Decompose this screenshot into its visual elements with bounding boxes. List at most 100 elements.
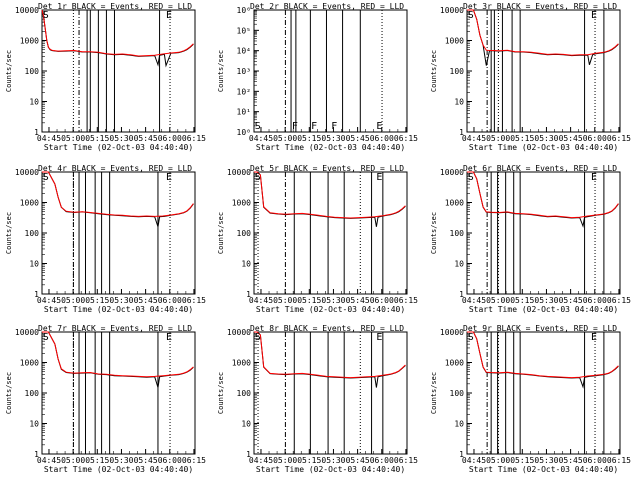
det-2r-xtick-label: 05:00 — [273, 134, 297, 143]
det-4r-ytick-label: 10 — [29, 260, 39, 269]
det-1r-ytick-label: 10000 — [15, 6, 39, 15]
det-7r-ylabel: Counts/sec — [5, 372, 13, 414]
det-6r-xtick-label: 05:00 — [486, 296, 510, 305]
det-7r-title: Det 7r BLACK = Events, RED = LLD — [38, 324, 192, 333]
det-7r-xtick-label: 05:30 — [109, 456, 133, 465]
det-3r-ytick-label: 10000 — [440, 6, 464, 15]
det-3r-ytick-label: 100 — [450, 67, 465, 76]
det-9r-xtick-label: 06:00 — [583, 456, 607, 465]
det-9r-ytick-label: 10 — [454, 420, 464, 429]
det-9r-title: Det 9r BLACK = Events, RED = LLD — [463, 324, 617, 333]
det-5r-xtick-label: 06:00 — [370, 296, 394, 305]
det-5r-xtick-label: 05:30 — [321, 296, 345, 305]
det-4r-xtick-label: 06:00 — [158, 296, 182, 305]
det-8r-ytick-label: 1 — [246, 450, 251, 459]
det-5r-marker: E — [376, 172, 382, 183]
det-4r-ytick-label: 100 — [25, 229, 40, 238]
det-3r-xtick-label: 05:45 — [559, 134, 583, 143]
det-5r-series-lld — [254, 171, 406, 219]
det-9r-xtick-label: 05:30 — [534, 456, 558, 465]
det-1r-ylabel: Counts/sec — [5, 50, 13, 92]
det-3r-marker: S — [468, 10, 474, 21]
det-8r-xtick-label: 05:30 — [321, 456, 345, 465]
det-8r-xtick-label: 05:45 — [346, 456, 370, 465]
det-5r-ytick-label: 1000 — [232, 199, 251, 208]
det-2r-ylabel: Counts/sec — [217, 50, 225, 92]
det-4r-ylabel: Counts/sec — [5, 212, 13, 254]
det-3r-title: Det 3r BLACK = Events, RED = LLD — [463, 2, 617, 11]
det-7r-ytick-label: 10 — [29, 420, 39, 429]
det-1r-xtick-label: 05:45 — [134, 134, 158, 143]
det-3r-xtick-label: 05:30 — [534, 134, 558, 143]
det-7r-ytick-label: 1 — [34, 450, 39, 459]
det-7r-marker: S — [43, 332, 49, 343]
det-2r-ytick-label: 10⁰ — [237, 128, 251, 137]
det-2r-ytick-label: 10⁴ — [237, 47, 251, 56]
det-8r-marker: S — [255, 332, 261, 343]
det-4r-panel: Det 4r BLACK = Events, RED = LLD 1 10 100 10… — [5, 164, 206, 314]
det-2r-marker: F — [331, 121, 337, 132]
det-1r-xtick-label: 05:30 — [109, 134, 133, 143]
det-3r-ytick-label: 1 — [459, 128, 464, 137]
det-6r-ytick-label: 1000 — [445, 199, 464, 208]
det-7r-marker: E — [166, 332, 172, 343]
det-5r-ytick-label: 10000 — [227, 168, 251, 177]
det-8r-ytick-label: 100 — [237, 389, 252, 398]
det-1r-series-lld — [41, 9, 194, 57]
det-2r-xtick-label: 06:15 — [394, 134, 418, 143]
det-6r-xlabel: Start Time (02-Oct-03 04:40:40) — [469, 305, 618, 314]
det-6r-xtick-label: 04:45 — [462, 296, 486, 305]
det-8r-title: Det 8r BLACK = Events, RED = LLD — [250, 324, 404, 333]
det-6r-xtick-label: 06:15 — [607, 296, 631, 305]
det-7r-panel: Det 7r BLACK = Events, RED = LLD 1 10 100 10… — [5, 324, 206, 474]
det-3r-xtick-label: 05:00 — [486, 134, 510, 143]
det-5r-xtick-label: 06:15 — [394, 296, 418, 305]
det-2r-marker: S — [255, 121, 261, 132]
det-1r-xtick-label: 05:15 — [85, 134, 109, 143]
det-8r-xtick-label: 06:00 — [370, 456, 394, 465]
det-1r-xtick-label: 05:00 — [61, 134, 85, 143]
det-7r-series-lld — [42, 331, 194, 378]
det-6r-xtick-label: 05:15 — [510, 296, 534, 305]
det-4r-ytick-label: 1000 — [20, 199, 39, 208]
det-2r-marker: F — [292, 121, 298, 132]
det-5r-panel: Det 5r BLACK = Events, RED = LLD 1 10 100 10… — [217, 164, 418, 314]
det-6r-ytick-label: 10000 — [440, 168, 464, 177]
det-9r-xtick-label: 05:45 — [559, 456, 583, 465]
det-1r-marker: S — [43, 10, 49, 21]
det-2r-panel: Det 2r BLACK = Events, RED = LLD 10⁰ 10¹ 10… — [217, 2, 418, 152]
det-4r-marker: E — [166, 172, 172, 183]
det-4r-xtick-label: 05:15 — [85, 296, 109, 305]
det-4r-series-lld — [42, 171, 194, 217]
det-7r-xtick-label: 04:45 — [37, 456, 61, 465]
det-6r-ytick-label: 10 — [454, 260, 464, 269]
det-8r-panel: Det 8r BLACK = Events, RED = LLD 1 10 100 10… — [217, 324, 418, 474]
det-9r-xtick-label: 05:15 — [510, 456, 534, 465]
det-9r-frame — [466, 331, 621, 455]
det-2r-ytick-label: 10¹ — [237, 108, 251, 117]
det-6r-panel: Det 6r BLACK = Events, RED = LLD 1 10 100 10… — [430, 164, 631, 314]
det-9r-marker: E — [591, 332, 597, 343]
det-3r-xtick-label: 06:15 — [607, 134, 631, 143]
det-2r-xtick-label: 05:45 — [346, 134, 370, 143]
det-9r-marker: S — [468, 332, 474, 343]
det-2r-xtick-label: 04:45 — [249, 134, 273, 143]
det-2r-xtick-label: 05:15 — [297, 134, 321, 143]
det-8r-ytick-label: 10000 — [227, 328, 251, 337]
det-5r-ytick-label: 100 — [237, 229, 252, 238]
det-5r-xtick-label: 05:45 — [346, 296, 370, 305]
det-4r-marker: S — [43, 172, 49, 183]
det-8r-xtick-label: 04:45 — [249, 456, 273, 465]
det-3r-frame — [466, 9, 621, 133]
det-1r-xlabel: Start Time (02-Oct-03 04:40:40) — [44, 143, 193, 152]
det-2r-title: Det 2r BLACK = Events, RED = LLD — [250, 2, 404, 11]
det-2r-xtick-label: 06:00 — [370, 134, 394, 143]
det-9r-xtick-label: 04:45 — [462, 456, 486, 465]
det-4r-xtick-label: 04:45 — [37, 296, 61, 305]
det-9r-ytick-label: 10000 — [440, 328, 464, 337]
det-5r-title: Det 5r BLACK = Events, RED = LLD — [250, 164, 404, 173]
det-9r-xtick-label: 06:15 — [607, 456, 631, 465]
det-1r-panel: Det 1r BLACK = Events, RED = LLD 1 10 100 10… — [5, 2, 206, 152]
det-2r-marker: E — [376, 121, 382, 132]
det-8r-ytick-label: 1000 — [232, 359, 251, 368]
